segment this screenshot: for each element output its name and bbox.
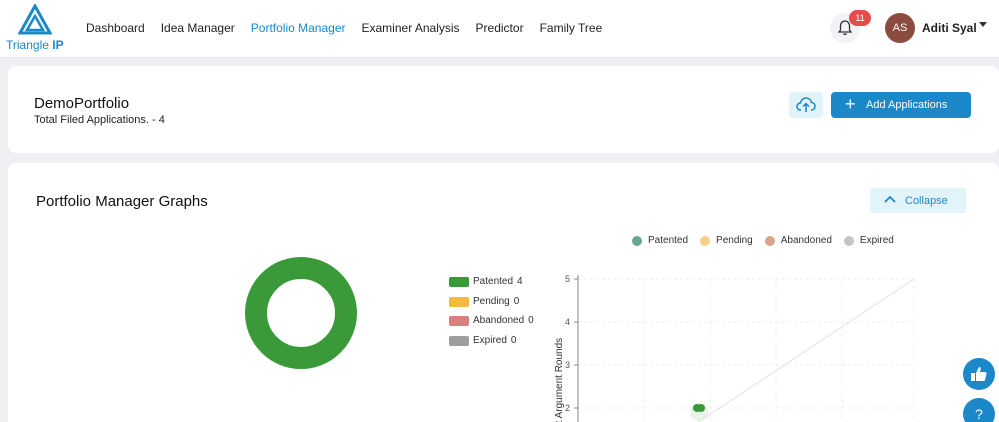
upload-button[interactable] — [789, 92, 823, 118]
legend-swatch — [449, 335, 469, 346]
legend-value: 0 — [528, 315, 534, 326]
legend-swatch — [449, 296, 469, 307]
brand-name: Triangle IP — [6, 38, 64, 52]
nav-idea-manager[interactable]: Idea Manager — [160, 21, 235, 35]
legend-value: 4 — [517, 276, 523, 287]
chevron-up-icon — [884, 195, 896, 203]
legend-text: Patented — [648, 235, 689, 246]
legend-dot — [700, 235, 711, 246]
y-tick-label: 5 — [565, 274, 570, 284]
reference-line — [697, 278, 915, 422]
chevron-down-icon[interactable] — [979, 22, 987, 27]
nav-family-tree[interactable]: Family Tree — [539, 21, 603, 35]
legend-value: 0 — [510, 334, 517, 346]
add-applications-button[interactable]: + Add Applications — [831, 92, 971, 118]
legend-text: Expired — [473, 334, 507, 346]
donut-slice-patented[interactable] — [245, 257, 357, 369]
legend-label: Expired 0 — [473, 335, 516, 346]
graphs-title: Portfolio Manager Graphs — [36, 193, 208, 210]
y-tick-label: 3 — [565, 360, 570, 370]
graphs-card: Portfolio Manager Graphs Collapse Patent… — [8, 163, 999, 422]
nav-examiner-analysis[interactable]: Examiner Analysis — [361, 21, 460, 35]
plus-icon: + — [845, 94, 856, 114]
legend-swatch — [449, 316, 469, 326]
legend-label: Abandoned 0 — [473, 315, 534, 326]
legend-dot — [632, 235, 642, 246]
main-nav: Dashboard Idea Manager Portfolio Manager… — [86, 21, 618, 35]
y-axis-label: nt Argument Rounds — [554, 338, 565, 422]
bell-icon — [838, 20, 852, 36]
scatter-legend-item-pending[interactable]: Pending — [700, 235, 753, 246]
thumbs-up-icon — [971, 367, 987, 381]
portfolio-header-card: DemoPortfolio Total Filed Applications. … — [8, 66, 999, 153]
nav-predictor[interactable]: Predictor — [475, 21, 524, 35]
legend-text: Expired — [859, 235, 894, 246]
top-navbar: Triangle IP Dashboard Idea Manager Portf… — [0, 0, 999, 58]
scatter-legend-item-expired[interactable]: Expired — [843, 235, 894, 246]
brand-logo[interactable]: Triangle IP — [6, 4, 66, 52]
scatter-legend: Patented Pending Abandoned Expired — [632, 235, 906, 246]
portfolio-title: DemoPortfolio — [34, 95, 130, 112]
nav-dashboard[interactable]: Dashboard — [86, 21, 145, 35]
nav-portfolio-manager[interactable]: Portfolio Manager — [250, 21, 346, 35]
legend-label: Pending 0 — [473, 296, 519, 307]
argument-rounds-scatter-chart: 5 4 3 2nt Argument Rounds — [554, 274, 915, 422]
legend-dot — [764, 235, 775, 246]
legend-value: 0 — [513, 295, 520, 307]
status-donut-chart — [245, 257, 357, 369]
triangle-logo-icon — [18, 4, 52, 35]
legend-text: Abandoned — [780, 235, 832, 246]
y-tick-label: 2 — [565, 403, 570, 413]
legend-text: Pending — [716, 235, 753, 246]
collapse-button[interactable]: Collapse — [870, 188, 966, 213]
legend-text: Pending — [473, 295, 510, 307]
scatter-legend-item-abandoned[interactable]: Abandoned — [764, 235, 832, 246]
feedback-button[interactable] — [963, 358, 995, 390]
portfolio-subtitle: Total Filed Applications. - 4 — [34, 114, 165, 126]
cloud-upload-icon — [796, 97, 816, 112]
help-button[interactable]: ? — [963, 398, 995, 422]
legend-text: Abandoned — [473, 315, 525, 326]
data-point[interactable] — [697, 404, 705, 412]
user-name[interactable]: Aditi Syal — [922, 21, 977, 35]
legend-swatch — [449, 277, 469, 287]
legend-label: Patented 4 — [473, 276, 523, 287]
y-tick-label: 4 — [565, 317, 570, 327]
legend-dot — [843, 235, 854, 246]
legend-text: Patented — [473, 276, 514, 287]
scatter-legend-item-patented[interactable]: Patented — [632, 235, 688, 246]
avatar[interactable]: AS — [885, 13, 915, 43]
notification-count-badge: 11 — [849, 10, 871, 26]
